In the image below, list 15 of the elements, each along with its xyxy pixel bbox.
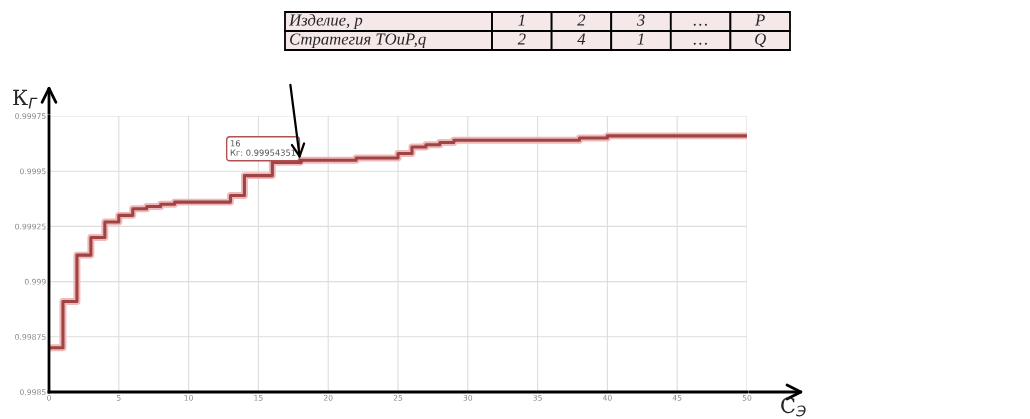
annotation: 16 Кг: 0.99954351 xyxy=(230,140,296,156)
text: 2 xyxy=(517,33,526,45)
text: Стратегия ТОиР,q xyxy=(290,33,426,49)
x-axis-title: С$_{Э}$ xyxy=(781,397,806,417)
text: 3 xyxy=(636,14,645,26)
text: Q xyxy=(755,33,766,48)
text: … xyxy=(693,23,707,26)
text: 4 xyxy=(577,33,586,45)
text: Изделие, p xyxy=(288,13,363,30)
y-axis-title: К$_{Г}$ xyxy=(13,89,38,109)
text: 1 xyxy=(518,14,525,26)
text: 2 xyxy=(577,14,586,26)
text: P xyxy=(755,14,765,26)
text: 1 xyxy=(637,33,644,45)
text: … xyxy=(693,42,707,45)
